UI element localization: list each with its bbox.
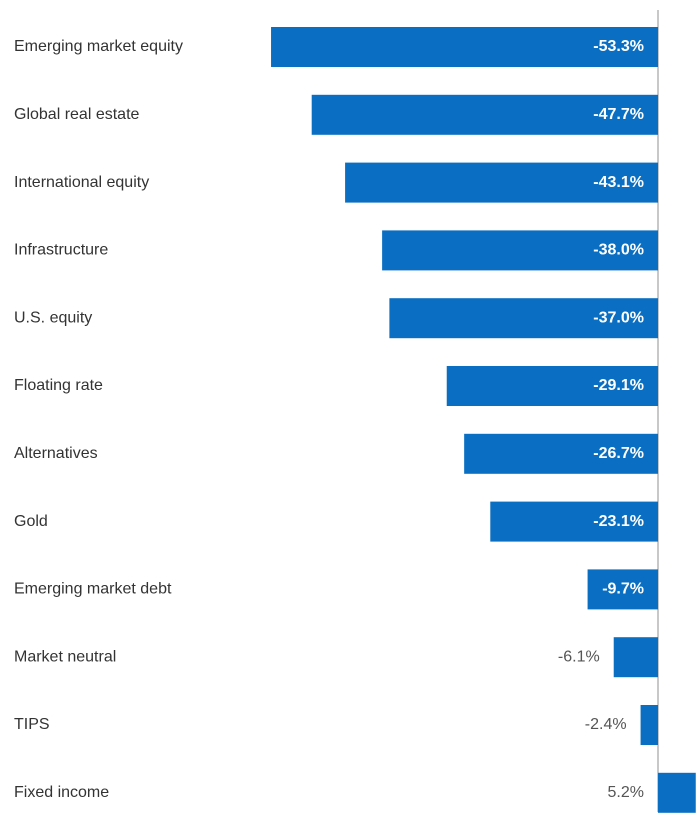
bar — [640, 705, 658, 745]
category-label: Gold — [14, 513, 48, 530]
category-label: Emerging market debt — [14, 581, 172, 598]
bar — [658, 772, 696, 813]
bar — [345, 162, 658, 203]
bar — [464, 433, 658, 474]
value-label: -29.1% — [593, 377, 644, 394]
bar — [389, 298, 658, 339]
bar — [613, 637, 658, 678]
bar — [311, 94, 658, 135]
value-label: -37.0% — [593, 309, 644, 326]
value-label: -9.7% — [602, 581, 644, 598]
value-label: -6.1% — [558, 648, 600, 665]
value-label: -38.0% — [593, 242, 644, 259]
bar — [490, 501, 658, 542]
value-label: -47.7% — [593, 106, 644, 123]
category-label: International equity — [14, 174, 149, 191]
category-label: Floating rate — [14, 377, 103, 394]
category-label: U.S. equity — [14, 309, 92, 326]
value-label: -43.1% — [593, 174, 644, 191]
category-label: Infrastructure — [14, 242, 108, 259]
category-label: Global real estate — [14, 106, 140, 123]
category-label: TIPS — [14, 716, 50, 733]
category-label: Emerging market equity — [14, 38, 183, 55]
bar — [382, 230, 658, 271]
value-label: 5.2% — [608, 784, 644, 801]
value-label: -26.7% — [593, 445, 644, 462]
bar — [446, 366, 658, 406]
bar — [271, 27, 658, 67]
category-label: Alternatives — [14, 445, 98, 462]
category-label: Fixed income — [14, 784, 109, 801]
category-label: Market neutral — [14, 648, 116, 665]
value-label: -53.3% — [593, 38, 644, 55]
value-label: -23.1% — [593, 513, 644, 530]
bar — [587, 569, 658, 610]
value-label: -2.4% — [585, 716, 627, 733]
